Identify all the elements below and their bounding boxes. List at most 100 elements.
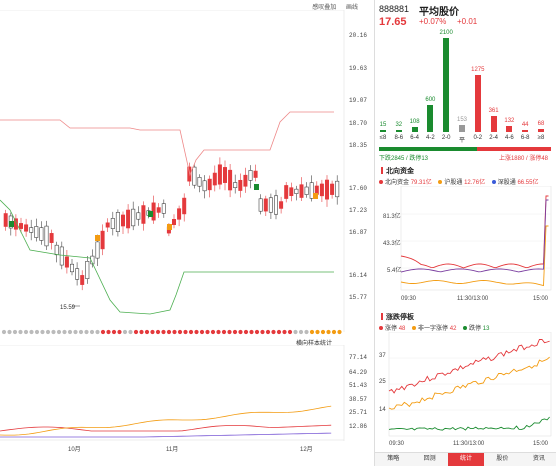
status-dot <box>249 329 254 335</box>
status-dot <box>331 329 337 335</box>
distribution-value: 600 <box>425 97 436 104</box>
distribution-bar <box>427 105 434 132</box>
y-tick: 43.3亿 <box>383 241 401 247</box>
status-dot <box>177 329 183 335</box>
north-flow-chart[interactable] <box>375 186 556 296</box>
north-flow-legend: 北向资金 79.31亿 沪股通 12.76亿 深股通 66.55亿 <box>379 177 543 186</box>
status-dot <box>293 329 298 335</box>
status-dot <box>243 329 249 335</box>
legend-value: 13 <box>482 326 490 332</box>
status-dot <box>111 329 117 335</box>
distribution-value: 1275 <box>471 66 485 73</box>
distribution-category: 2-0 <box>441 135 451 141</box>
distribution-value: 361 <box>488 107 499 114</box>
distribution-bar <box>380 130 386 132</box>
candle <box>197 177 202 187</box>
candle <box>126 209 131 229</box>
candle <box>75 268 80 280</box>
candle <box>95 241 100 259</box>
distribution-category: 平 <box>458 138 465 144</box>
legend-value: 66.55亿 <box>517 180 539 186</box>
legend-value: 79.31亿 <box>410 180 432 186</box>
legend-label: 沪股通 <box>444 180 463 186</box>
status-dot <box>51 329 56 335</box>
x-label-nov: 11月 <box>166 447 179 453</box>
candle <box>273 195 278 215</box>
y-tick: 20.16 <box>349 32 368 39</box>
candle <box>156 207 161 213</box>
change-value: +0.01 <box>457 17 478 26</box>
candle <box>243 174 248 187</box>
y-tick: 16.14 <box>349 272 368 279</box>
distribution-category: 4-2 <box>426 135 435 141</box>
draw-line-link[interactable]: 画线 <box>345 5 358 11</box>
limit-board-chart[interactable] <box>375 332 556 440</box>
last-price: 17.65 <box>379 16 407 28</box>
tab-strategy[interactable]: 策略 <box>387 456 400 462</box>
status-dot <box>128 329 133 335</box>
candle <box>192 166 197 186</box>
tab-backtest[interactable]: 回测 <box>423 456 436 462</box>
legend-label: 深股通 <box>497 180 516 186</box>
stock-code: 888881 <box>379 4 410 14</box>
indicator-title[interactable]: 横向样本统计 <box>296 341 333 347</box>
status-dot <box>188 329 194 335</box>
status-dot <box>7 329 12 335</box>
down-ratio <box>379 147 477 151</box>
candle <box>217 164 222 185</box>
candle <box>258 198 263 212</box>
status-dot <box>144 329 150 335</box>
tab-statistics[interactable]: 统计 <box>447 453 485 466</box>
indicator-chart[interactable] <box>0 345 372 441</box>
candle <box>161 203 166 214</box>
tab-stock-price[interactable]: 股价 <box>496 456 509 462</box>
status-dot <box>161 329 166 335</box>
up-count: 上涨1880 / 涨停48 <box>498 156 548 162</box>
status-dot <box>183 329 188 335</box>
candle <box>44 225 49 247</box>
status-dot <box>23 329 29 335</box>
x-tick: 09:30 <box>389 441 405 447</box>
distribution-bar <box>443 38 450 132</box>
distribution-bar <box>459 125 465 132</box>
x-tick: 15:00 <box>533 296 549 302</box>
status-dot <box>73 329 78 335</box>
candle <box>29 227 34 233</box>
status-dot <box>62 329 67 335</box>
status-dot <box>282 329 287 335</box>
candlestick-chart[interactable]: 15.59 <box>0 10 372 332</box>
candle <box>172 219 177 225</box>
status-dot <box>309 329 315 335</box>
candle <box>131 208 136 227</box>
status-dot <box>45 329 51 335</box>
candle <box>64 256 69 268</box>
tab-news[interactable]: 资讯 <box>532 456 545 462</box>
candle <box>289 187 294 197</box>
legend-label: 非一字涨停 <box>418 326 449 332</box>
distribution-value: 132 <box>504 118 515 125</box>
status-dot <box>221 329 227 335</box>
status-dot <box>89 329 95 335</box>
overlay-link[interactable]: 感叹叠加 <box>312 5 337 11</box>
candle <box>3 213 8 227</box>
status-dot <box>232 329 238 335</box>
status-dot <box>95 329 100 335</box>
buy-signal-icon <box>167 224 172 230</box>
candle <box>136 212 141 220</box>
y-tick: 19.07 <box>349 97 368 104</box>
sell-signal-icon <box>148 211 153 217</box>
candle <box>309 182 314 199</box>
distribution-bar <box>490 115 497 132</box>
candle <box>299 184 304 198</box>
status-dot-row <box>1 329 342 335</box>
distribution-bar <box>395 130 402 132</box>
bottom-nav: 策略 回测 统计 股价 资讯 <box>375 452 556 466</box>
candle <box>233 182 238 189</box>
status-dot <box>56 329 62 335</box>
status-dot <box>34 329 40 335</box>
candle <box>177 208 182 220</box>
distribution-category: 2-4 <box>489 135 498 141</box>
status-dot <box>315 329 320 335</box>
status-dot <box>260 329 265 335</box>
